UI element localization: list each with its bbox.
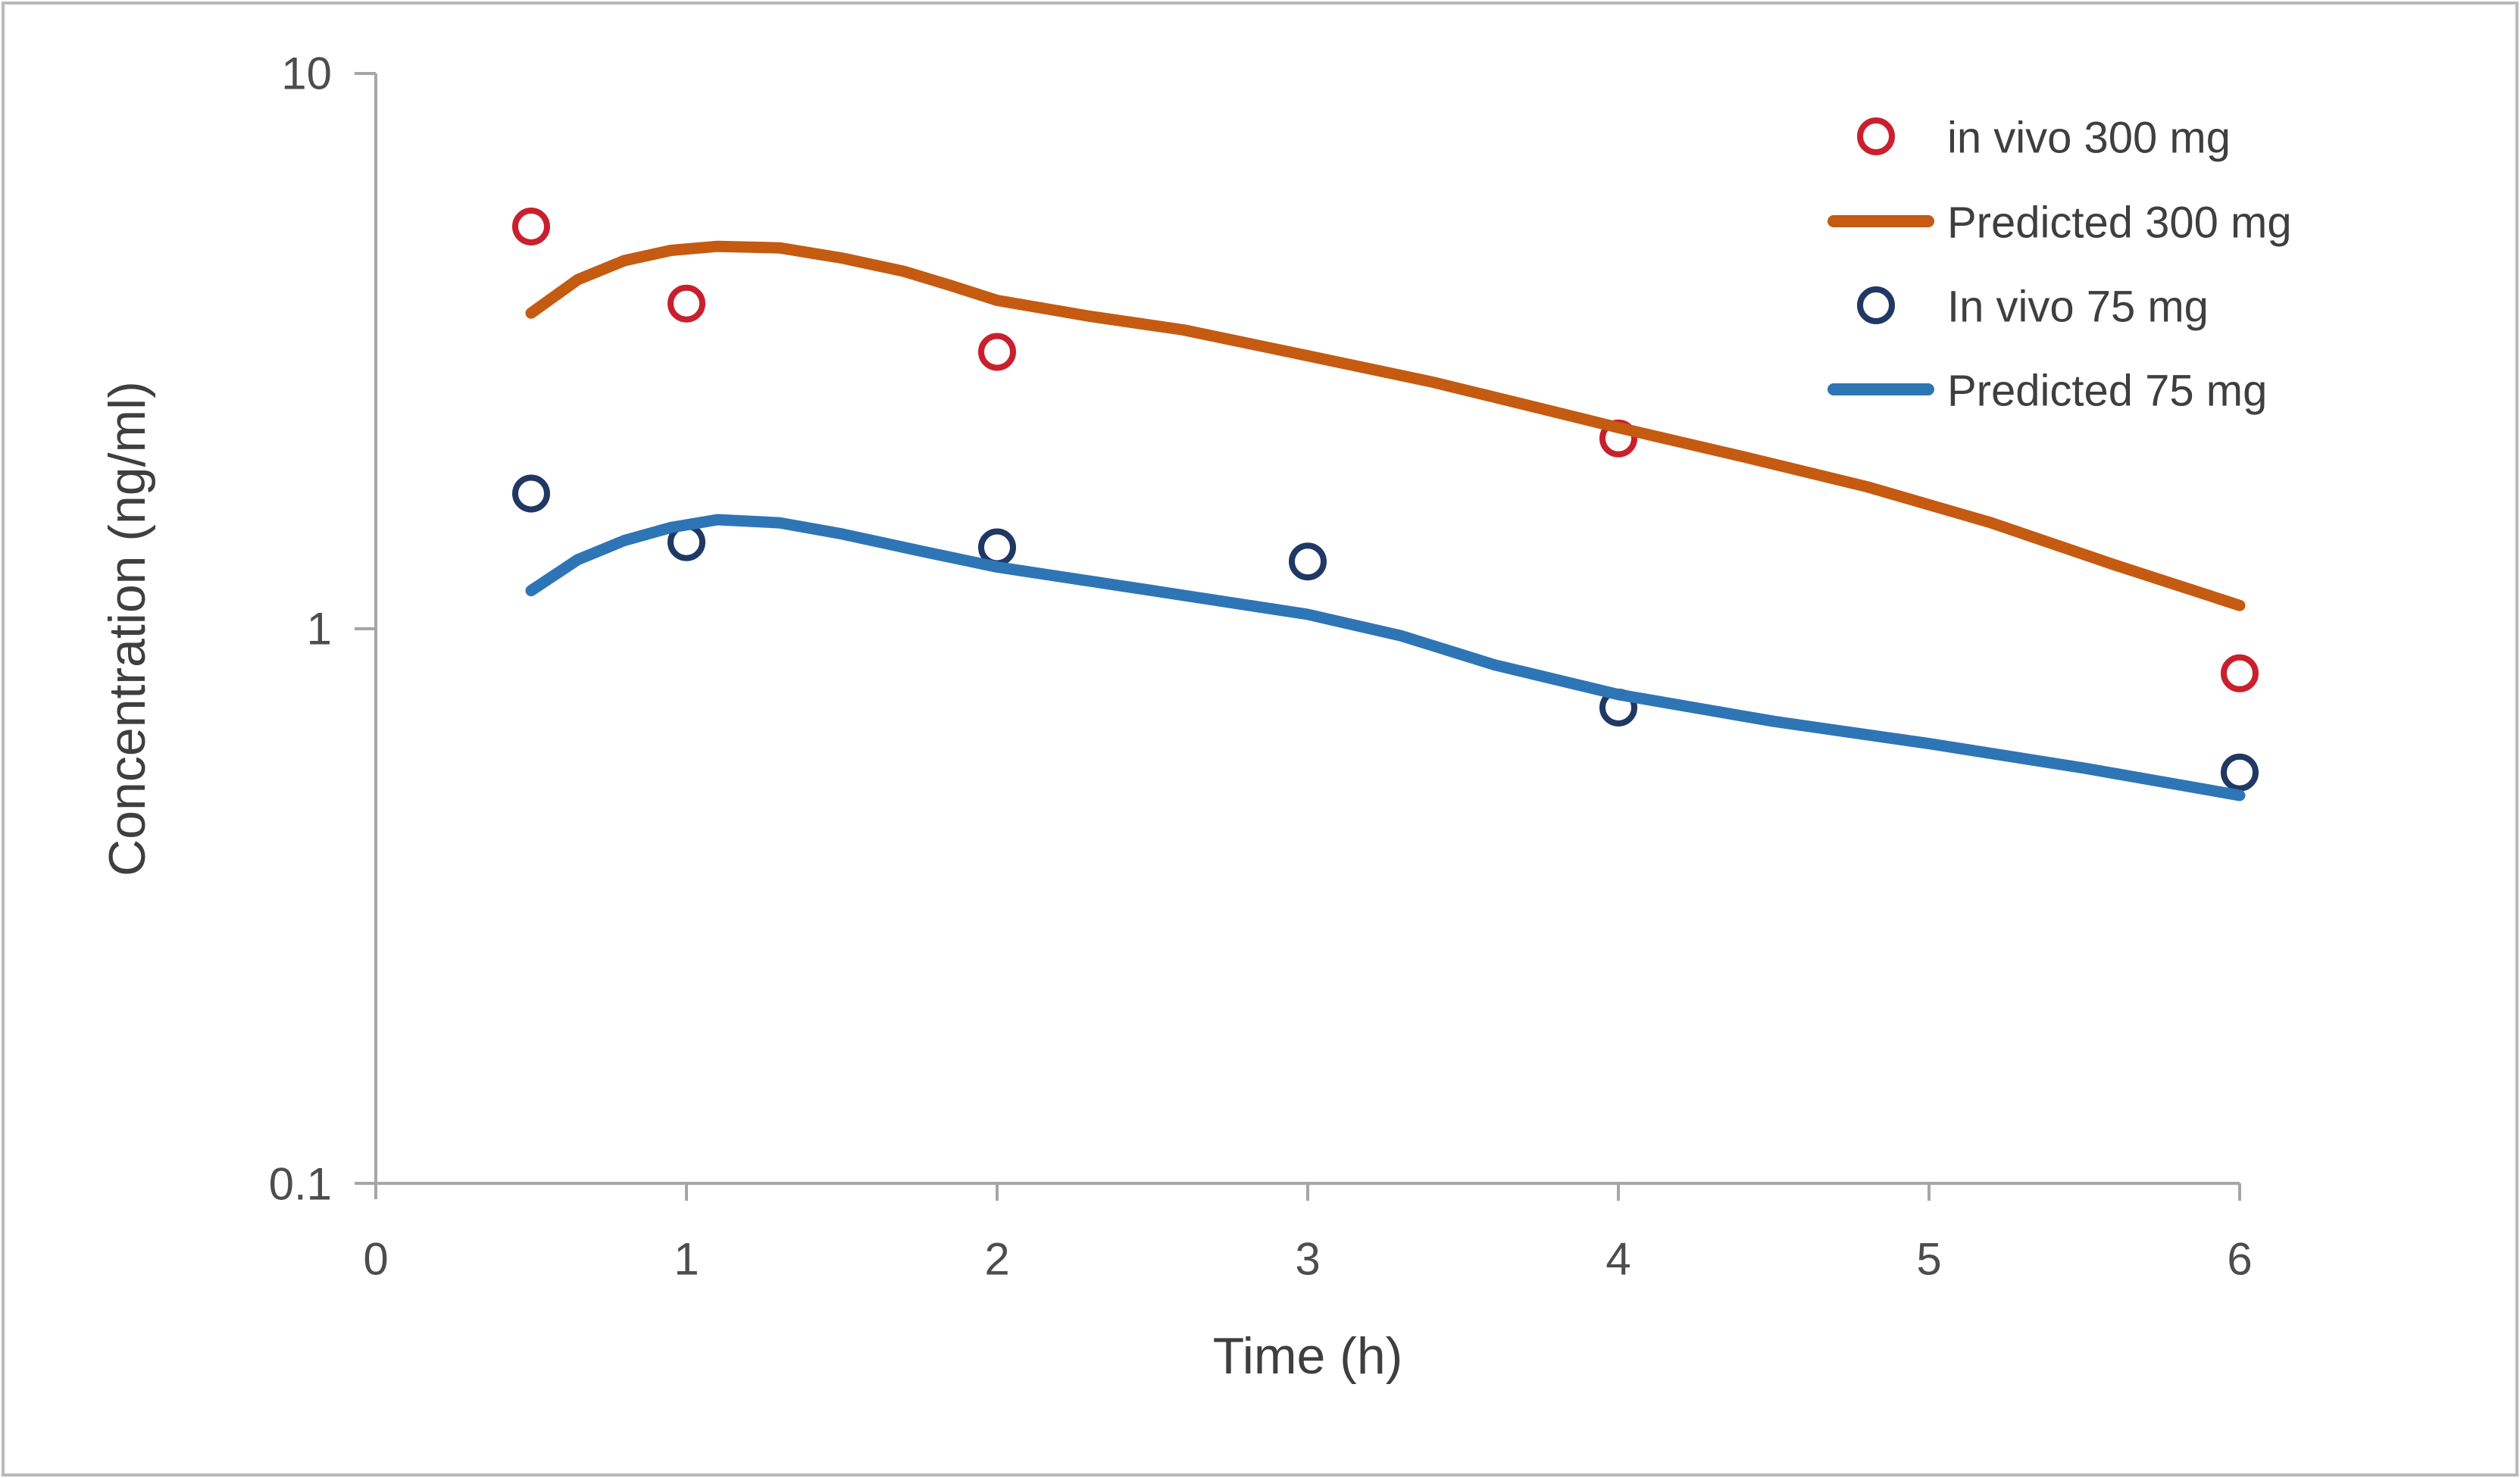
- x-tick-label-6: 6: [2227, 1234, 2252, 1285]
- legend-marker-open-circle-red: [1857, 117, 1895, 155]
- y-tick-label-1: 1: [307, 604, 332, 655]
- data-point-in-vivo-75-mg: [512, 474, 550, 513]
- legend-item-in-vivo-75: In vivo 75 mg: [1857, 283, 2209, 332]
- legend: in vivo 300 mg Predicted 300 mg In vivo …: [1827, 114, 2292, 416]
- y-tick-label-0p1: 0.1: [269, 1159, 332, 1210]
- series-line-predicted-300-mg: [525, 240, 2246, 611]
- x-tick-labels: 0 1 2 3 4 5 6: [363, 1234, 2252, 1285]
- x-tick-label-1: 1: [674, 1234, 699, 1285]
- legend-label-predicted-75: Predicted 75 mg: [1947, 367, 2267, 416]
- data-point-in-vivo-300-mg: [668, 284, 705, 323]
- legend-label-in-vivo-75: In vivo 75 mg: [1947, 283, 2209, 332]
- axes: [355, 72, 2241, 1201]
- plot-series: [512, 208, 2259, 801]
- x-tick-label-3: 3: [1295, 1234, 1320, 1285]
- legend-label-predicted-300: Predicted 300 mg: [1947, 198, 2292, 248]
- data-point-in-vivo-75-mg: [2221, 753, 2259, 792]
- legend-marker-open-circle-navy: [1857, 286, 1895, 324]
- x-axis-title: Time (h): [1213, 1327, 1403, 1385]
- x-tick-label-5: 5: [1916, 1234, 1941, 1285]
- y-tick-label-10: 10: [281, 48, 332, 99]
- x-tick-label-0: 0: [363, 1234, 388, 1285]
- data-point-in-vivo-75-mg: [978, 528, 1016, 567]
- y-axis-title: Concentration (ng/ml): [98, 381, 156, 876]
- legend-label-in-vivo-300: in vivo 300 mg: [1947, 114, 2231, 163]
- data-point-in-vivo-75-mg: [1289, 542, 1327, 581]
- legend-item-predicted-75: Predicted 75 mg: [1827, 367, 2267, 416]
- x-tick-label-4: 4: [1605, 1234, 1630, 1285]
- data-point-in-vivo-300-mg: [2221, 654, 2259, 692]
- legend-item-predicted-300: Predicted 300 mg: [1827, 198, 2292, 248]
- data-point-in-vivo-300-mg: [978, 333, 1016, 371]
- x-tick-label-2: 2: [984, 1234, 1009, 1285]
- series-line-predicted-75-mg: [525, 514, 2246, 801]
- data-point-in-vivo-300-mg: [512, 208, 550, 245]
- y-tick-labels: 10 1 0.1: [269, 48, 332, 1210]
- legend-item-in-vivo-300: in vivo 300 mg: [1857, 114, 2231, 163]
